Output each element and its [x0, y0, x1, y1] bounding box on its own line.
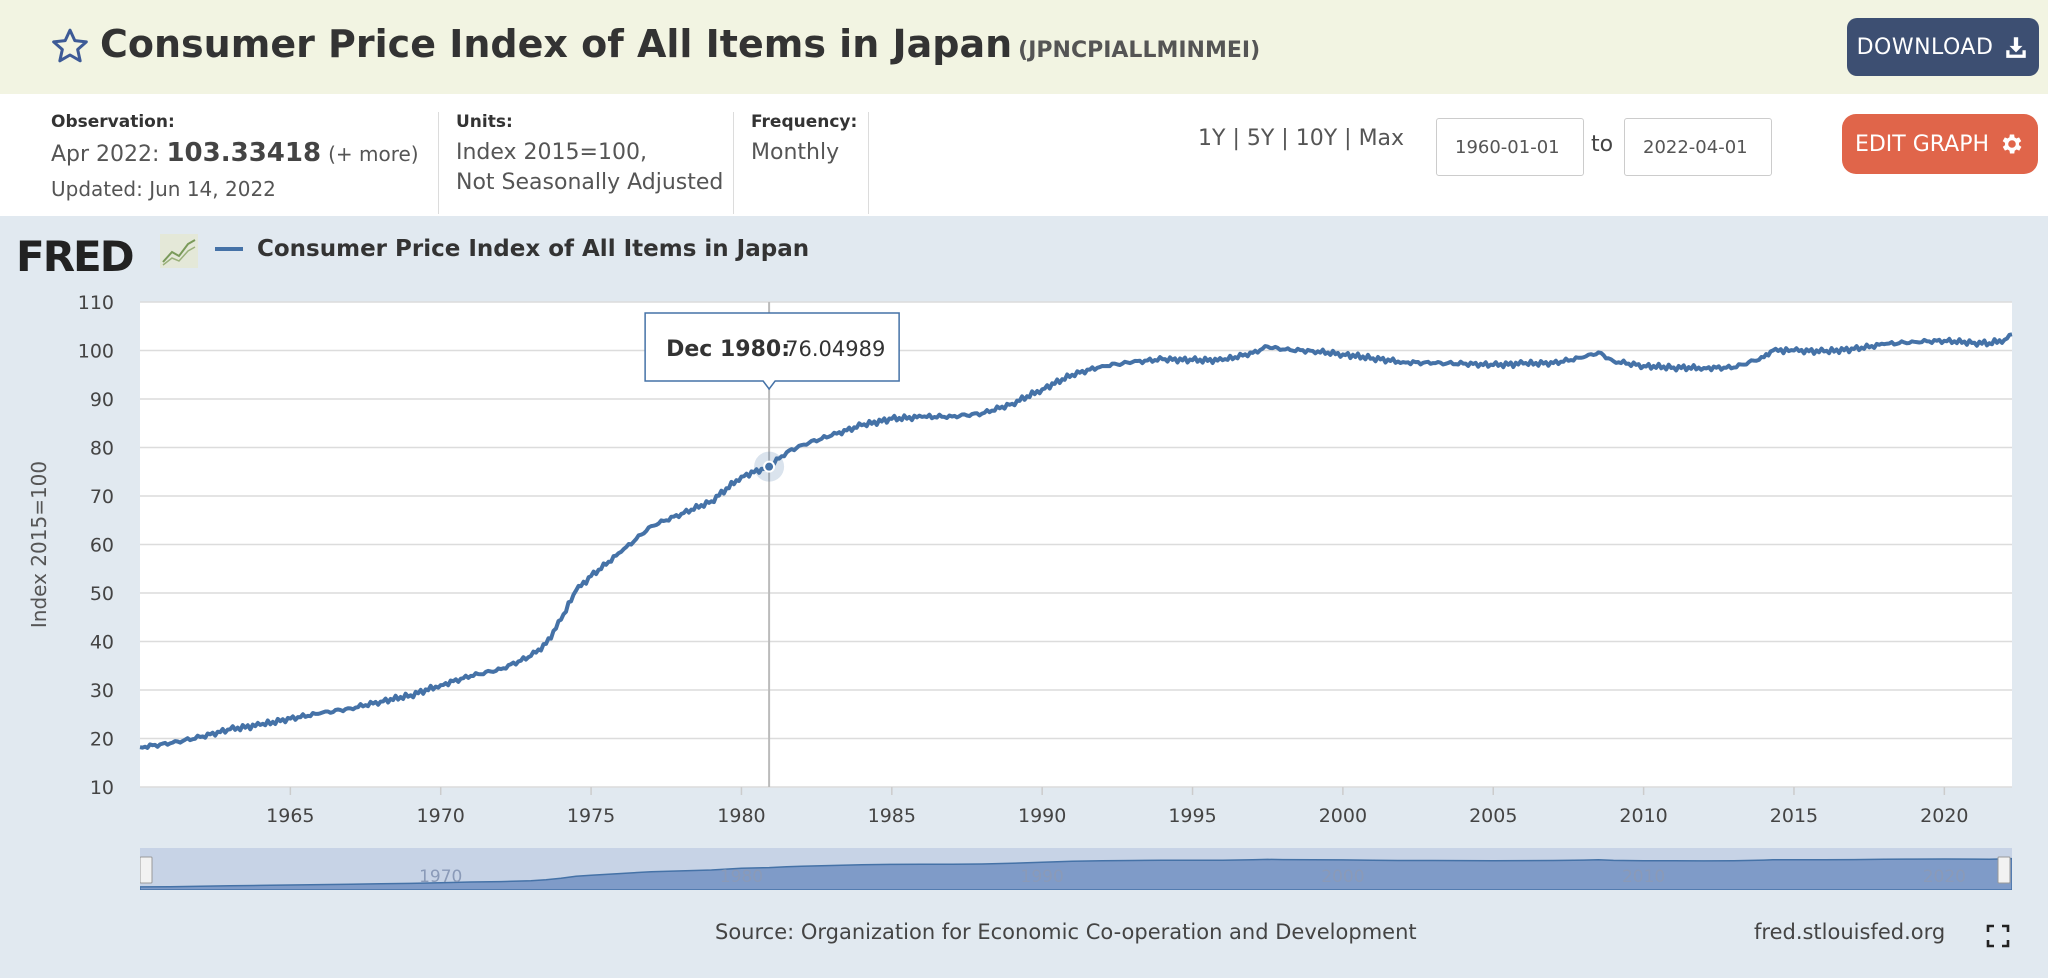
legend-label: Consumer Price Index of All Items in Jap…: [257, 236, 810, 262]
observation-more-link[interactable]: (+ more): [328, 142, 419, 166]
meta-divider: [438, 112, 439, 214]
fred-logo: FRED: [16, 232, 135, 281]
gear-icon: [2002, 134, 2022, 154]
edit-graph-button[interactable]: EDIT GRAPH: [1842, 114, 2038, 174]
range-separator: |: [1344, 126, 1352, 151]
x-tick-label: 1970: [417, 805, 465, 827]
y-tick-label: 80: [90, 438, 114, 460]
navigator-label: 2000: [1321, 867, 1364, 887]
navigator-label: 1970: [419, 867, 462, 887]
fred-chart-icon: [160, 234, 198, 268]
series-line[interactable]: [139, 332, 2013, 750]
to-label: to: [1591, 132, 1614, 157]
observation-block: Observation: Apr 2022: 103.33418 (+ more…: [51, 112, 419, 204]
series-id: (JPNCPIALLMINMEI): [1018, 38, 1261, 63]
y-tick-label: 100: [78, 341, 114, 363]
meta-divider: [733, 112, 734, 214]
legend-swatch: [215, 247, 243, 251]
star-icon[interactable]: [50, 26, 90, 66]
line-chart[interactable]: 10 20 30 40 50 60 70 80 90 100 110 1965 1970 1975 1980…: [0, 280, 2048, 840]
y-tick-label: 20: [90, 729, 114, 751]
range-10y[interactable]: 10Y: [1295, 126, 1338, 151]
range-5y[interactable]: 5Y: [1246, 126, 1275, 151]
x-tick-label: 2015: [1770, 805, 1818, 827]
navigator-label: 1990: [1021, 867, 1064, 887]
units-line-1: Index 2015=100,: [456, 140, 647, 165]
updated-date: Updated: Jun 14, 2022: [51, 177, 276, 201]
x-tick-label: 2005: [1469, 805, 1517, 827]
observation-date: Apr 2022:: [51, 142, 160, 167]
frequency-value: Monthly: [751, 140, 840, 165]
chart-legend[interactable]: Consumer Price Index of All Items in Jap…: [215, 236, 809, 262]
navigator-label: 2020: [1923, 867, 1966, 887]
navigator-label: 2010: [1622, 867, 1665, 887]
y-tick-label: 40: [90, 632, 114, 654]
x-tick-label: 1990: [1018, 805, 1066, 827]
y-tick-label: 50: [90, 583, 114, 605]
range-max[interactable]: Max: [1358, 126, 1405, 151]
y-tick-label: 110: [78, 292, 114, 314]
hover-point[interactable]: [763, 460, 776, 473]
page-title: Consumer Price Index of All Items in Jap…: [100, 22, 1260, 66]
observation-label: Observation:: [51, 112, 175, 132]
date-range-shortcuts: 1Y | 5Y | 10Y | Max: [1198, 126, 1404, 151]
observation-line: Apr 2022: 103.33418 (+ more): [51, 138, 419, 170]
tooltip-box: [644, 312, 900, 391]
tooltip-value: 76.04989: [785, 337, 885, 361]
source-note: Source: Organization for Economic Co-ope…: [715, 920, 1417, 944]
x-tick-label: 1985: [868, 805, 916, 827]
download-button[interactable]: DOWNLOAD: [1847, 18, 2039, 76]
x-tick-label: 2010: [1619, 805, 1667, 827]
y-axis-label: Index 2015=100: [27, 461, 51, 628]
tooltip-date: Dec 1980:: [666, 337, 790, 362]
y-tick-label: 30: [90, 680, 114, 702]
units-label: Units:: [456, 112, 513, 132]
download-label: DOWNLOAD: [1856, 34, 1994, 60]
fred-url-link[interactable]: fred.stlouisfed.org: [1754, 920, 1946, 944]
x-tick-label: 2000: [1319, 805, 1367, 827]
navigator-series-area: [140, 857, 2012, 890]
range-separator: |: [1232, 126, 1240, 151]
page-header: Consumer Price Index of All Items in Jap…: [0, 0, 2048, 94]
download-icon: [2006, 37, 2027, 58]
frequency-block: Frequency: Monthly: [751, 112, 857, 168]
units-block: Units: Index 2015=100, Not Seasonally Ad…: [456, 112, 723, 198]
y-tick-label: 70: [90, 486, 114, 508]
navigator-handle[interactable]: [1997, 856, 2011, 884]
edit-graph-label: EDIT GRAPH: [1854, 131, 1990, 157]
meta-divider: [868, 112, 869, 214]
x-tick-label: 1995: [1168, 805, 1216, 827]
range-navigator[interactable]: 1970 1980 1990 2000 2010 2020: [140, 848, 2012, 890]
fullscreen-icon[interactable]: [1986, 924, 2010, 948]
y-tick-label: 60: [90, 535, 114, 557]
frequency-label: Frequency:: [751, 112, 858, 132]
x-tick-label: 1975: [567, 805, 615, 827]
units-line-2: Not Seasonally Adjusted: [456, 170, 724, 195]
y-tick-label: 10: [90, 777, 114, 799]
x-tick-label: 2020: [1920, 805, 1968, 827]
navigator-handle[interactable]: [140, 856, 153, 884]
navigator-label: 1980: [720, 867, 763, 887]
series-title: Consumer Price Index of All Items in Jap…: [100, 22, 1013, 66]
range-separator: |: [1281, 126, 1289, 151]
start-date-input[interactable]: [1436, 118, 1584, 176]
x-tick-label: 1965: [266, 805, 314, 827]
x-tick-label: 1980: [717, 805, 765, 827]
range-1y[interactable]: 1Y: [1198, 126, 1226, 151]
y-tick-label: 90: [90, 389, 114, 411]
end-date-input[interactable]: [1624, 118, 1772, 176]
observation-value: 103.33418: [166, 138, 322, 168]
